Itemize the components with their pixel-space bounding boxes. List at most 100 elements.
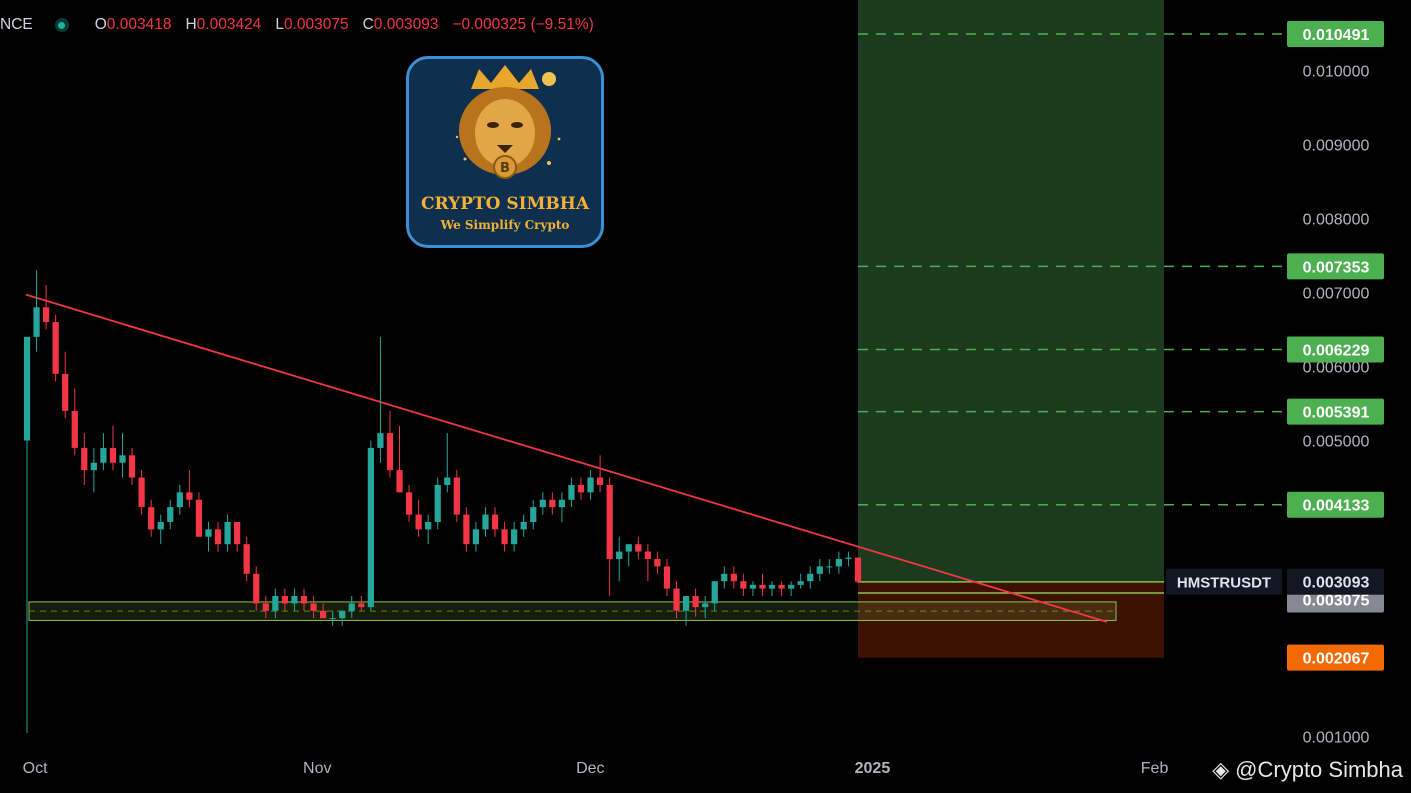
candle <box>730 566 737 589</box>
candle <box>176 484 183 515</box>
candle <box>319 603 327 619</box>
y-tick-label: 0.010000 <box>1303 63 1370 80</box>
change-value: −0.000325 (−9.51%) <box>452 16 594 33</box>
candle <box>329 610 336 626</box>
candle-body <box>415 514 422 530</box>
candle-body <box>224 521 231 545</box>
candle <box>807 566 814 589</box>
stop-tag-text: 0.002067 <box>1303 651 1370 668</box>
candle-body <box>157 521 164 530</box>
candle-body <box>835 558 843 567</box>
candle <box>587 470 594 500</box>
candle <box>300 588 308 611</box>
candle-body <box>549 499 556 508</box>
target-tag-bg <box>1287 491 1384 518</box>
candle <box>425 514 432 545</box>
last-price-text: 0.003093 <box>1303 575 1370 592</box>
candle-body <box>702 603 709 608</box>
candle-body <box>816 566 823 574</box>
candle-body <box>100 447 107 463</box>
candle-body <box>291 596 298 604</box>
candle-body <box>682 596 690 611</box>
ohlc-header: NCE O0.003418 H0.003424 L0.003075 C0.003… <box>0 8 598 42</box>
candle-body <box>730 573 737 582</box>
candle-body <box>128 455 136 478</box>
candle <box>549 492 556 515</box>
candle-body <box>663 566 671 589</box>
candle <box>100 433 107 471</box>
status-dot-icon[interactable] <box>54 18 69 32</box>
candle-body <box>721 573 728 582</box>
candle-body <box>434 484 441 522</box>
drawing-lines <box>25 33 1282 623</box>
logo-title: CRYPTO SIMBHA <box>420 194 590 214</box>
close-value: 0.003093 <box>373 16 439 33</box>
symbol-tag-bg <box>1166 568 1282 595</box>
candle <box>444 433 451 493</box>
candle-body <box>644 551 651 559</box>
candle-body <box>90 462 97 471</box>
candle-body <box>692 596 699 608</box>
target-tag: 0.010491 <box>1287 20 1384 47</box>
candle <box>472 521 480 552</box>
candle-body <box>33 307 40 337</box>
candle-body <box>501 529 508 545</box>
candle <box>386 410 394 478</box>
candle <box>539 492 546 515</box>
candle <box>214 521 222 552</box>
candle-body <box>253 573 260 604</box>
x-tick-label: Feb <box>1141 760 1169 777</box>
y-tick-label: 0.006000 <box>1303 359 1370 376</box>
symbol-fragment: NCE <box>0 16 33 33</box>
y-tick-label: 0.008000 <box>1303 211 1370 228</box>
candle <box>768 581 776 597</box>
candle <box>816 558 823 582</box>
stop-tag-bg <box>1287 644 1384 671</box>
candle-body <box>62 373 69 411</box>
candle-body <box>42 307 50 323</box>
candle-body <box>425 521 432 530</box>
target-tag-text: 0.007353 <box>1303 259 1370 276</box>
candle-body <box>797 581 804 585</box>
candle <box>109 425 117 471</box>
candle-body <box>319 610 327 619</box>
low-value: 0.003075 <box>283 16 349 33</box>
profit-zone <box>858 0 1164 582</box>
watermark-text: @Crypto Simbha <box>1235 757 1403 782</box>
candle-body <box>234 521 241 545</box>
candle <box>272 588 279 619</box>
stop-tag: 0.002067 <box>1287 644 1384 671</box>
candle <box>62 351 69 419</box>
target-tag: 0.004133 <box>1287 491 1384 518</box>
candle <box>692 588 699 617</box>
x-tick-label: Oct <box>23 760 48 777</box>
candle <box>568 477 575 508</box>
open-label: O <box>94 16 107 33</box>
candle-body <box>463 514 470 545</box>
candle-body <box>711 581 718 604</box>
candle-body <box>539 499 546 508</box>
candle-body <box>577 484 585 493</box>
candle <box>253 566 260 611</box>
candle <box>759 573 766 597</box>
candle <box>71 388 78 456</box>
target-tag-text: 0.006229 <box>1303 343 1370 360</box>
candle-body <box>606 484 613 559</box>
candle-body <box>119 455 126 463</box>
candle <box>788 581 795 597</box>
time-axis: Oct Nov Dec 2025 Feb <box>23 760 1169 777</box>
candle-body <box>768 584 776 589</box>
candle-body <box>214 529 222 545</box>
candle-body <box>339 610 346 619</box>
x-tick-label: 2025 <box>855 760 891 777</box>
candle-body <box>511 529 518 545</box>
candle <box>205 521 212 552</box>
candle <box>377 336 384 463</box>
candle-body <box>807 573 814 582</box>
candle <box>281 588 289 611</box>
low-price-tag-text: 0.003075 <box>1303 592 1370 609</box>
candle <box>243 536 250 582</box>
last-price-group: HMSTRUSDT 0.003093 <box>1166 568 1384 595</box>
candle-body <box>740 581 747 589</box>
